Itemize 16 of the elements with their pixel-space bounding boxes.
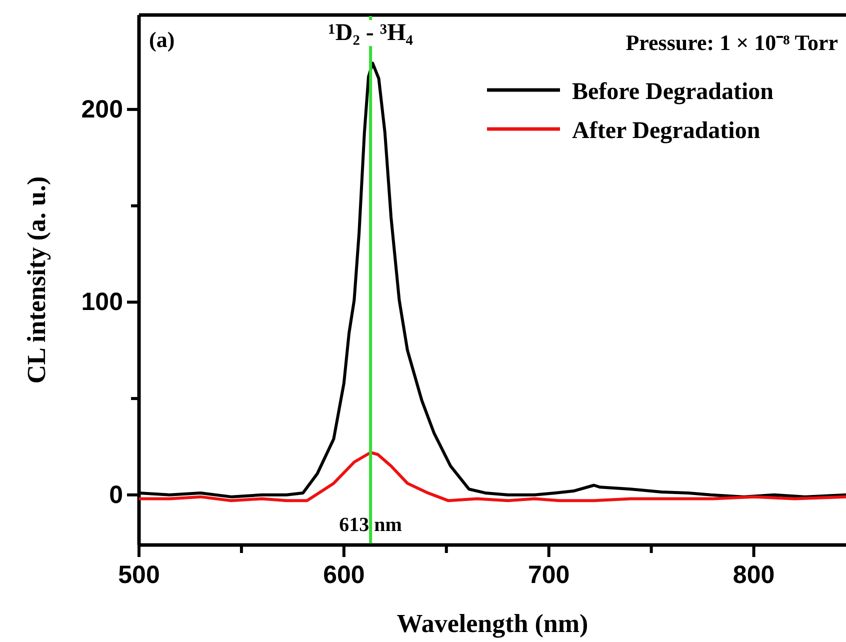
x-tick-label: 500 <box>118 560 160 589</box>
legend-label: After Degradation <box>572 118 760 144</box>
line-series <box>139 450 846 502</box>
x-tick-label: 600 <box>323 560 365 589</box>
x-tick-label: 700 <box>528 560 570 589</box>
legend-title: Pressure: 1 × 10⁻⁸ Torr <box>626 30 838 55</box>
y-axis-title: CL intensity (a. u.) <box>22 176 51 384</box>
y-tick-label: 200 <box>81 95 123 124</box>
legend-label: Before Degradation <box>572 79 774 105</box>
ref-line-label: 613 nm <box>339 514 402 536</box>
x-axis-title: Wavelength (nm) <box>396 609 588 638</box>
annotation: ¹D₂ - ³H₄ <box>328 20 413 46</box>
annotation: (a) <box>149 27 175 52</box>
y-tick-label: 0 <box>109 480 123 509</box>
x-tick-label: 800 <box>732 560 775 589</box>
y-tick-label: 100 <box>81 288 123 316</box>
